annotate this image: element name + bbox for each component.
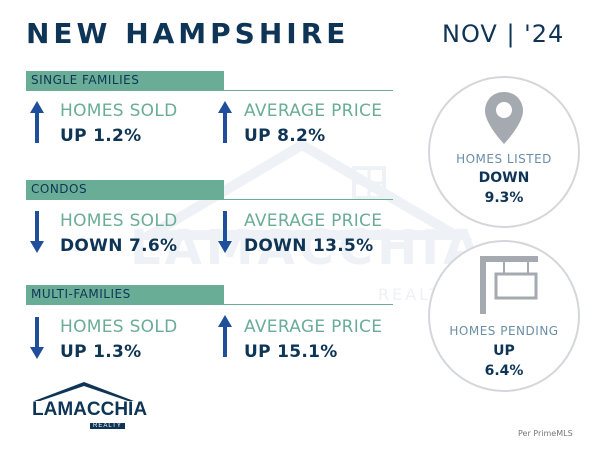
homes-pending-direction: UP: [493, 343, 515, 359]
source-note: Per PrimeMLS: [518, 429, 573, 438]
logo-subtext: REALTY: [90, 423, 125, 429]
homes-pending-circle: Homes Pending UP 6.4%: [428, 240, 580, 392]
map-pin-icon: [485, 92, 523, 144]
page-title: NEW HAMPSHIRE: [26, 17, 350, 50]
homes-listed-circle: HOMES LISTED DOWN 9.3%: [428, 76, 580, 228]
homes-listed-label: HOMES LISTED: [456, 152, 552, 166]
single-homes-sold-value: UP 1.2%: [60, 126, 142, 146]
arrow-up-icon: [30, 101, 44, 143]
arrow-up-icon: [218, 315, 232, 357]
condos-homes-sold-value: DOWN 7.6%: [60, 236, 178, 256]
condos-average-price-value: DOWN 13.5%: [244, 236, 374, 256]
section-bar-multi-families: MULTI-FAMILIES: [26, 285, 224, 304]
arrow-up-icon: [218, 101, 232, 143]
section-bar-single-families: SINGLE FAMILIES: [26, 71, 224, 90]
homes-listed-value: 9.3%: [484, 190, 524, 206]
watermark-text: LAMACCHIA: [130, 220, 485, 276]
report-date: NOV | '24: [442, 20, 565, 48]
multi-homes-sold-label: HOMES SOLD: [60, 317, 178, 337]
watermark: LAMACCHIA REALTY: [130, 140, 480, 315]
multi-average-price-value: UP 15.1%: [244, 342, 338, 362]
single-homes-sold-label: HOMES SOLD: [60, 101, 178, 121]
homes-listed-direction: DOWN: [478, 170, 530, 186]
condos-homes-sold-label: HOMES SOLD: [60, 211, 178, 231]
multi-average-price-label: AVERAGE PRICE: [244, 317, 383, 337]
arrow-down-icon: [30, 211, 44, 253]
arrow-down-icon: [30, 317, 44, 359]
section-bar-condos: CONDOS: [26, 180, 224, 199]
logo-text: LAMACCHIA: [32, 399, 148, 420]
watermark-house-icon: [131, 140, 474, 240]
section-divider: [26, 90, 393, 91]
logo-house-icon: [34, 382, 134, 401]
single-average-price-label: AVERAGE PRICE: [244, 101, 383, 121]
section-divider: [26, 304, 393, 305]
arrow-down-icon: [218, 211, 232, 253]
single-average-price-value: UP 8.2%: [244, 126, 326, 146]
sale-sign-icon: [480, 256, 538, 314]
condos-average-price-label: AVERAGE PRICE: [244, 211, 383, 231]
homes-pending-label: Homes Pending: [449, 324, 559, 338]
multi-homes-sold-value: UP 1.3%: [60, 342, 142, 362]
lamacchia-logo: LAMACCHIA REALTY: [32, 380, 147, 434]
homes-pending-value: 6.4%: [484, 363, 524, 379]
section-divider: [26, 199, 393, 200]
